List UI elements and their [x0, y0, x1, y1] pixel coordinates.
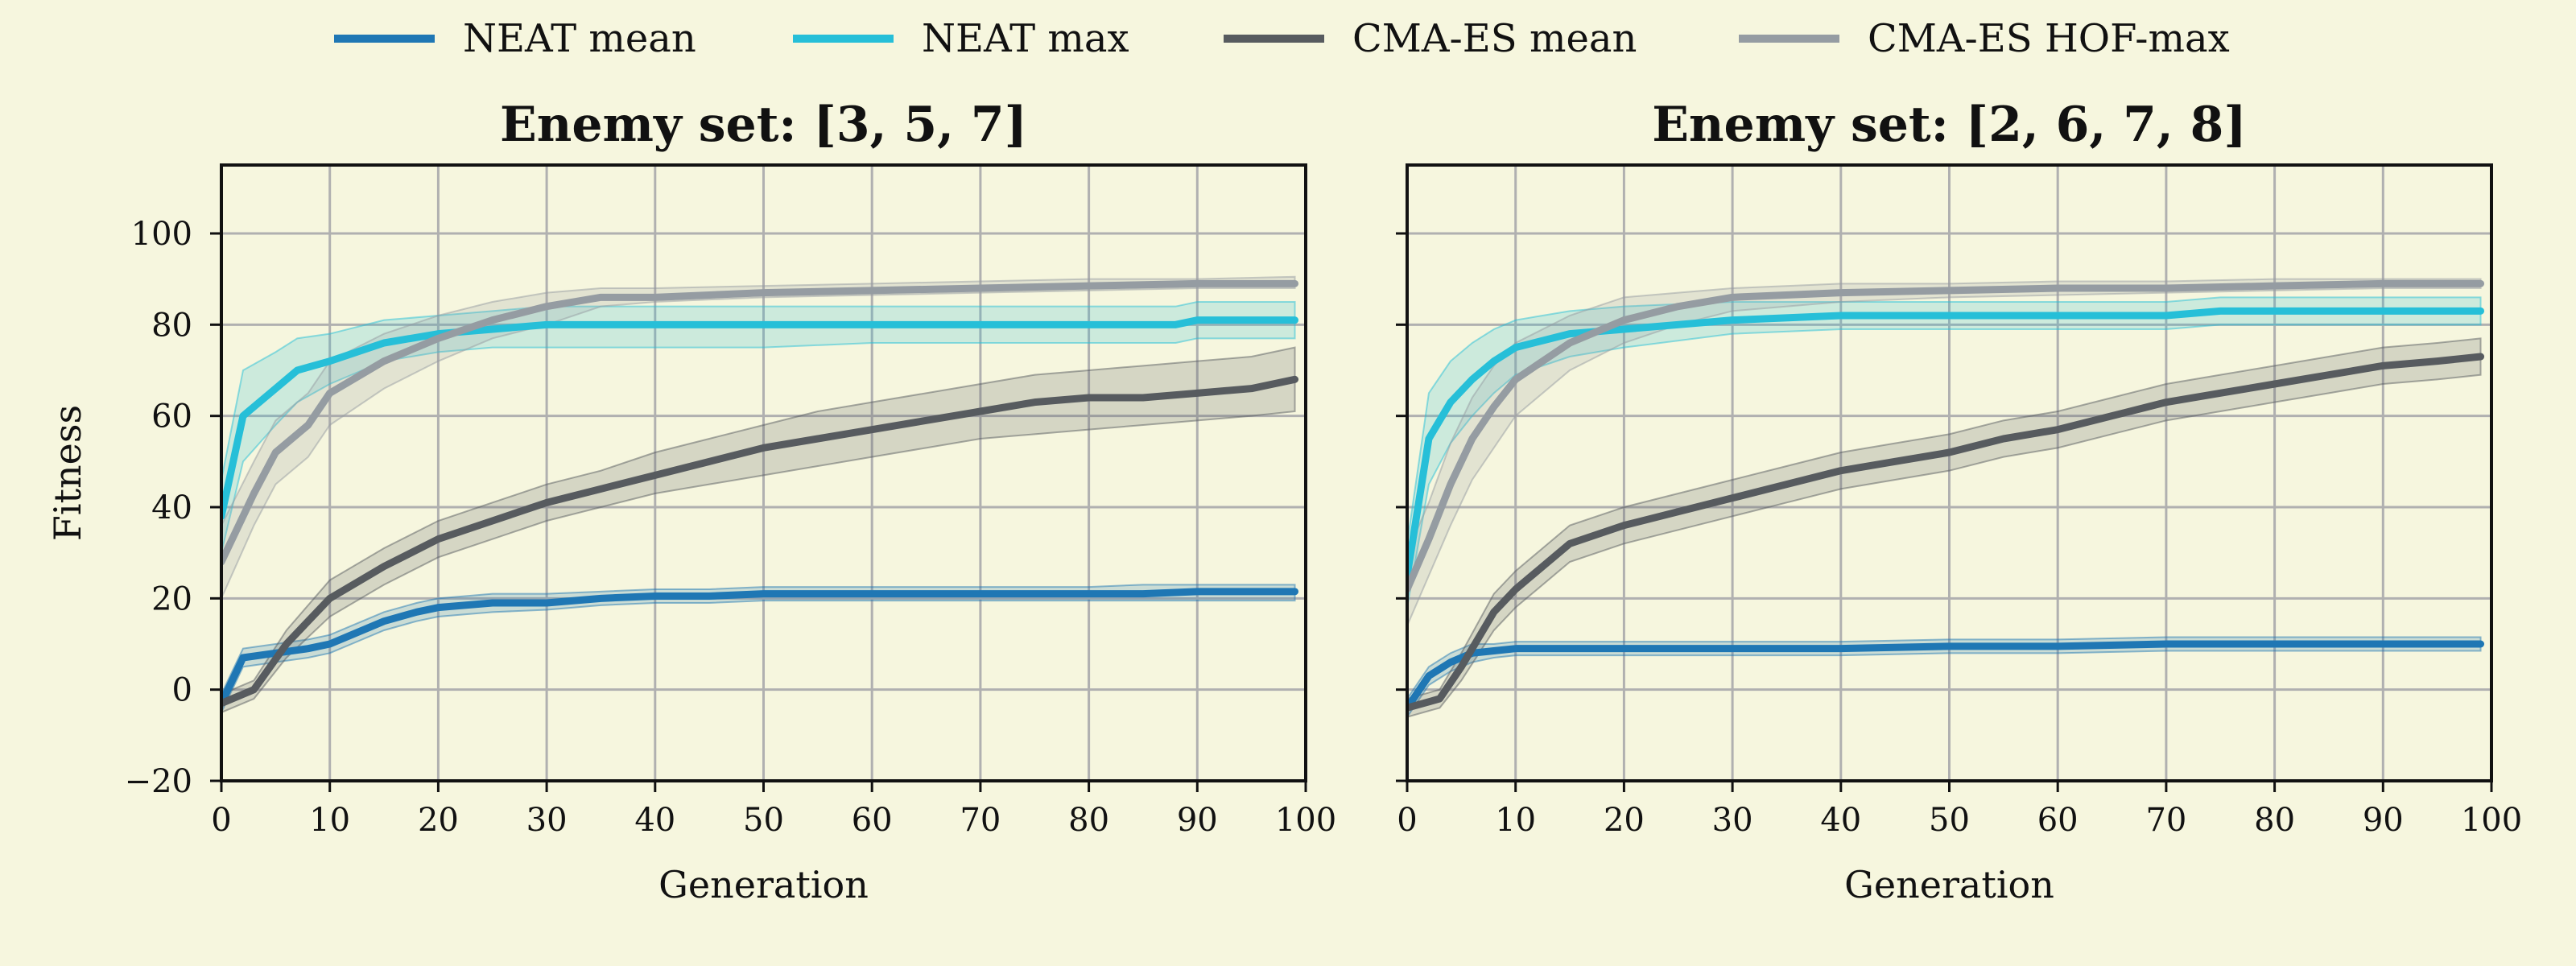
- y-tick-label: 0: [172, 672, 192, 709]
- y-tick-label: 80: [151, 307, 192, 344]
- legend-item-neat-max: NEAT max: [793, 16, 1129, 61]
- x-tick-label: 90: [2363, 802, 2404, 839]
- legend-item-cma-es-mean: CMA-ES mean: [1224, 16, 1637, 61]
- panel-title: Enemy set: [3, 5, 7]: [500, 97, 1027, 153]
- x-tick-label: 10: [1495, 802, 1536, 839]
- x-axis-label: Generation: [1844, 863, 2054, 906]
- y-tick-label: 100: [131, 216, 192, 253]
- y-tick-label: 60: [151, 398, 192, 436]
- series-line-neat-max: [1407, 307, 2485, 580]
- band-neat-max: [1407, 296, 2482, 608]
- x-tick-label: 100: [2461, 802, 2522, 839]
- x-tick-label: 0: [211, 802, 231, 839]
- y-tick-label: 20: [151, 580, 192, 617]
- legend: NEAT mean NEAT max CMA-ES mean CMA-ES HOF-m…: [334, 16, 2230, 61]
- band-cma-es-mean: [1407, 337, 2482, 718]
- x-tick-label: 10: [309, 802, 350, 839]
- legend-label-neat-mean: NEAT mean: [463, 16, 696, 61]
- series-line-cma-es-mean: [221, 375, 1299, 708]
- series-line-cma-es-hof-max: [1407, 279, 2485, 593]
- x-tick-label: 60: [852, 802, 893, 839]
- x-tick-label: 40: [634, 802, 675, 839]
- series-line-neat-mean: [221, 588, 1299, 708]
- x-tick-label: 30: [526, 802, 568, 839]
- band-cma-es-mean: [221, 346, 1296, 714]
- x-tick-label: 30: [1712, 802, 1753, 839]
- legend-label-cma-es-mean: CMA-ES mean: [1352, 16, 1637, 61]
- plot-area: [1407, 278, 2485, 719]
- x-tick-label: 70: [960, 802, 1001, 839]
- x-tick-label: 20: [1604, 802, 1645, 839]
- series-line-cma-es-mean: [1407, 353, 2485, 712]
- x-tick-label: 50: [743, 802, 784, 839]
- x-tick-label: 20: [418, 802, 459, 839]
- x-tick-label: 70: [2145, 802, 2186, 839]
- x-tick-label: 0: [1397, 802, 1417, 839]
- x-tick-label: 40: [1820, 802, 1861, 839]
- x-tick-label: 80: [2254, 802, 2295, 839]
- panel-title: Enemy set: [2, 6, 7, 8]: [1652, 97, 2247, 153]
- x-tick-label: 90: [1177, 802, 1218, 839]
- series-line-neat-mean: [1407, 640, 2485, 712]
- legend-item-neat-mean: NEAT mean: [334, 16, 696, 61]
- y-axis-label: Fitness: [46, 405, 89, 541]
- panel-2: Enemy set: [2, 6, 7, 8] 0 10 20 30 40 50 60 70 80…: [1396, 97, 2522, 906]
- band-neat-mean: [221, 584, 1296, 713]
- x-tick-label: 80: [1068, 802, 1109, 839]
- plot-area: [221, 275, 1299, 714]
- grid: [1406, 165, 2493, 782]
- series-line-cma-es-hof-max: [221, 279, 1299, 566]
- x-tick-label: 50: [1929, 802, 1970, 839]
- legend-label-cma-es-hof-max: CMA-ES HOF-max: [1868, 16, 2230, 61]
- legend-item-cma-es-hof-max: CMA-ES HOF-max: [1739, 16, 2230, 61]
- x-tick-label: 60: [2037, 802, 2079, 839]
- y-tick-label: 40: [151, 489, 192, 526]
- band-cma-es-hof-max: [1407, 278, 2482, 626]
- series-line-neat-max: [221, 316, 1299, 520]
- legend-label-neat-max: NEAT max: [922, 16, 1129, 61]
- y-tick-label: −20: [125, 763, 192, 800]
- x-tick-label: 100: [1275, 802, 1336, 839]
- grid: [220, 165, 1307, 782]
- band-cma-es-hof-max: [221, 275, 1296, 599]
- x-axis-label: Generation: [658, 863, 869, 906]
- panel-1: Enemy set: [3, 5, 7] 0 10 20 30 40 50 60 70 80 90 1…: [46, 97, 1336, 906]
